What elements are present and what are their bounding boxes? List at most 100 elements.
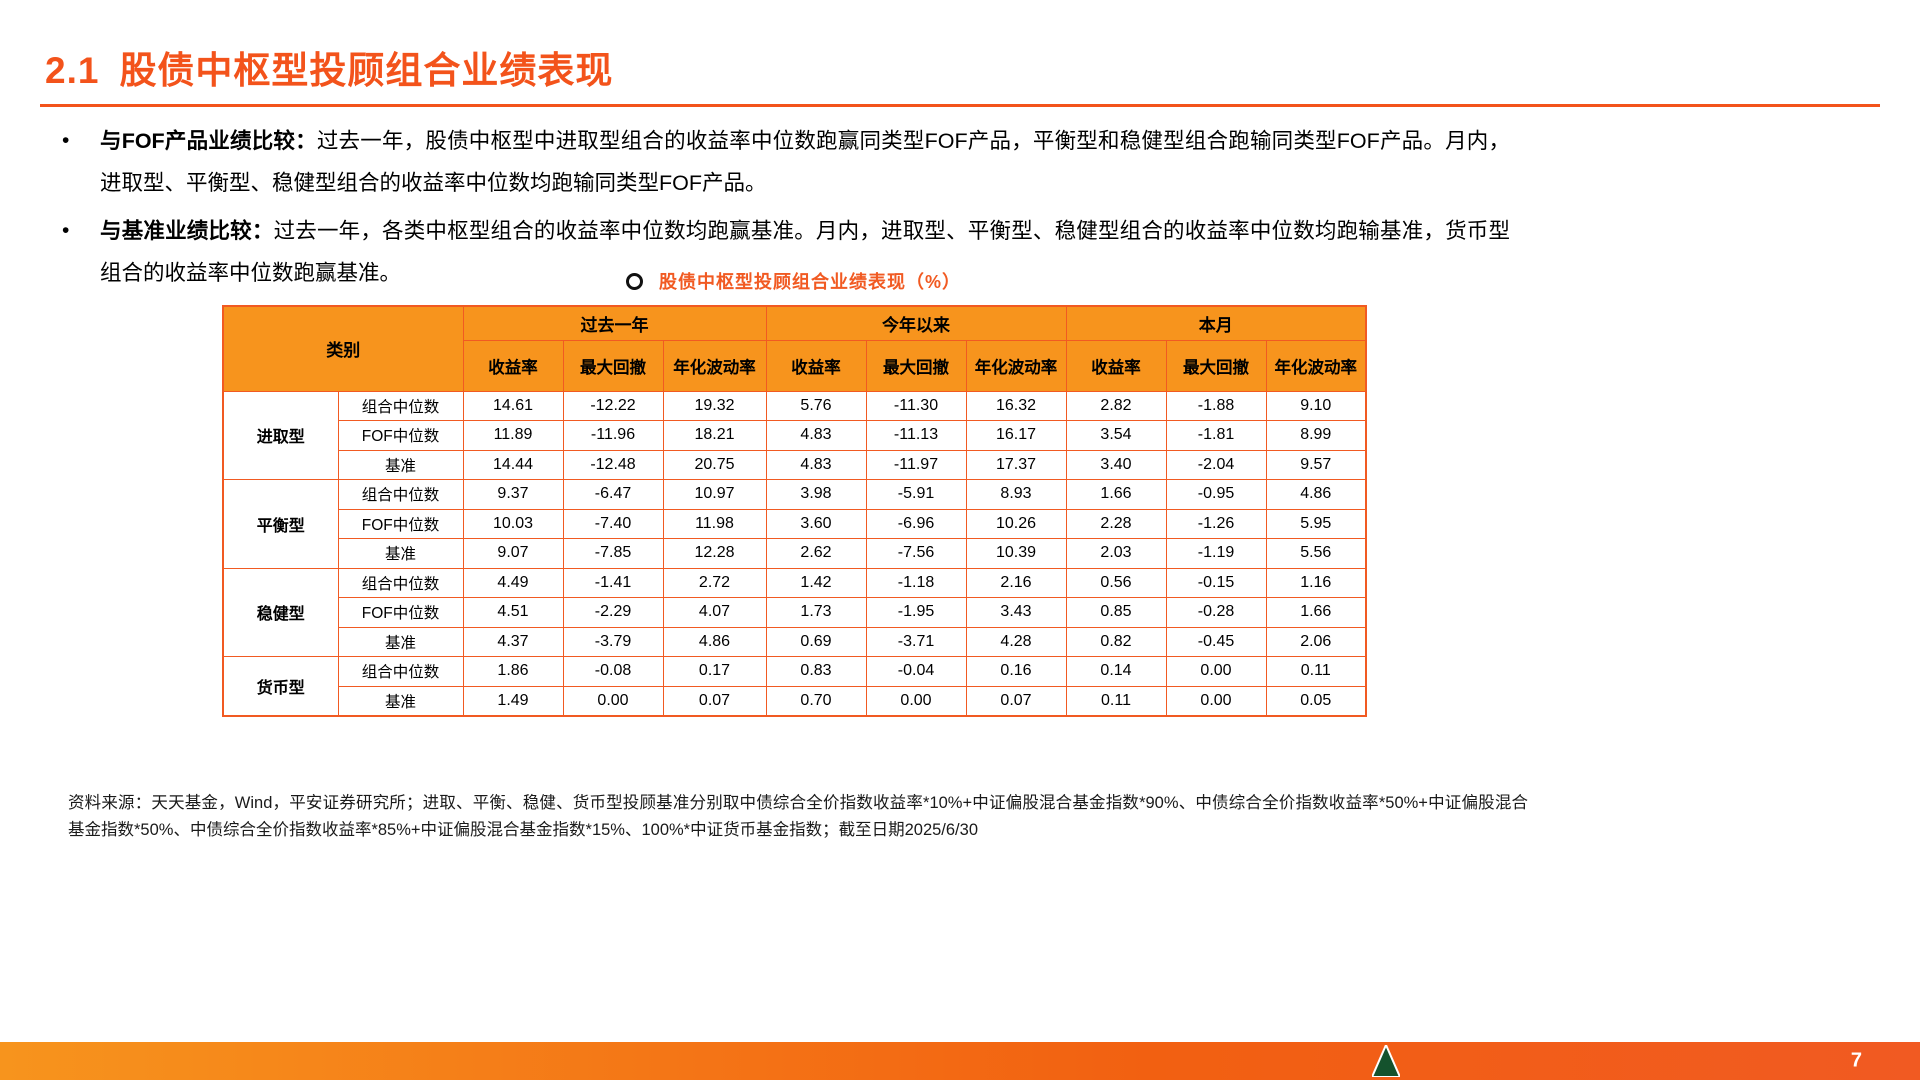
column-header-drawdown: 最大回撤 [562, 339, 664, 392]
table-header-row: 类别 过去一年 今年以来 本月 [222, 305, 1367, 392]
bullet-lead: 与基准业绩比较： [100, 219, 274, 243]
value-cell: 1.49 [462, 685, 564, 716]
value-cell: 10.39 [965, 538, 1067, 569]
value-cell: 4.83 [765, 420, 867, 451]
table-subheader-row: 收益率 最大回撤 年化波动率 收益率 最大回撤 年化波动率 收益率 最大回撤 年… [223, 339, 1367, 392]
bullet-icon: • [62, 219, 70, 242]
value-cell: -11.30 [865, 390, 967, 421]
value-cell: 0.56 [1065, 567, 1167, 598]
table-row: 货币型 组合中位数 1.86 -0.08 0.17 0.83 -0.04 0.16 0.14 0.… [222, 656, 1367, 716]
value-cell: 2.62 [765, 538, 867, 569]
value-cell: -12.22 [562, 390, 664, 421]
row-label-cell: FOF中位数 [337, 597, 464, 628]
value-cell: 10.97 [662, 479, 767, 510]
value-cell: 0.17 [662, 656, 767, 687]
value-cell: 4.86 [662, 626, 767, 657]
value-cell: -1.26 [1165, 508, 1267, 539]
column-header-return: 收益率 [1065, 339, 1167, 392]
value-cell: 0.11 [1065, 685, 1167, 716]
table-row: 基准 9.07 -7.85 12.28 2.62 -7.56 10.39 2.03 -1.19 5… [223, 538, 1367, 569]
value-cell: 8.99 [1265, 420, 1367, 451]
value-cell: 0.70 [765, 685, 867, 716]
table-row: 基准 4.37 -3.79 4.86 0.69 -3.71 4.28 0.82 -0.45 2.0… [223, 626, 1367, 657]
value-cell: 2.06 [1265, 626, 1367, 657]
column-group-ytd: 今年以来 [765, 305, 1067, 341]
value-cell: 0.07 [662, 685, 767, 716]
value-cell: 17.37 [965, 449, 1067, 480]
row-label-cell: FOF中位数 [337, 420, 464, 451]
value-cell: 0.14 [1065, 656, 1167, 687]
value-cell: 1.66 [1065, 479, 1167, 510]
value-cell: -11.13 [865, 420, 967, 451]
column-header-category: 类别 [222, 305, 464, 392]
row-label-cell: 基准 [337, 685, 464, 716]
row-label-cell: 组合中位数 [337, 567, 464, 598]
value-cell: 18.21 [662, 420, 767, 451]
value-cell: 1.16 [1265, 567, 1367, 598]
value-cell: -5.91 [865, 479, 967, 510]
value-cell: -1.41 [562, 567, 664, 598]
table-row: FOF中位数 4.51 -2.29 4.07 1.73 -1.95 3.43 0.85 -0.2… [223, 597, 1367, 628]
column-header-drawdown: 最大回撤 [1165, 339, 1267, 392]
value-cell: -1.18 [865, 567, 967, 598]
bullet-text: 过去一年，股债中枢型中进取型组合的收益率中位数跑赢同类型FOF产品，平衡型和稳健… [100, 129, 1510, 195]
value-cell: 0.05 [1265, 685, 1367, 716]
value-cell: 5.95 [1265, 508, 1367, 539]
page-title: 2.1 股债中枢型投顾组合业绩表现 [45, 40, 613, 94]
value-cell: -7.40 [562, 508, 664, 539]
bullet-item: • 与基准业绩比较：过去一年，各类中枢型组合的收益率中位数均跑赢基准。月内，进取型… [60, 210, 1510, 294]
row-label-cell: FOF中位数 [337, 508, 464, 539]
value-cell: 10.03 [462, 508, 564, 539]
value-cell: 2.16 [965, 567, 1067, 598]
value-cell: 3.43 [965, 597, 1067, 628]
column-header-return: 收益率 [462, 339, 564, 392]
value-cell: 4.07 [662, 597, 767, 628]
value-cell: -6.96 [865, 508, 967, 539]
value-cell: 5.56 [1265, 538, 1367, 569]
value-cell: 9.57 [1265, 449, 1367, 480]
value-cell: -0.15 [1165, 567, 1267, 598]
value-cell: 4.37 [462, 626, 564, 657]
value-cell: 0.00 [865, 685, 967, 716]
value-cell: 0.82 [1065, 626, 1167, 657]
value-cell: 16.32 [965, 390, 1067, 421]
row-label-cell: 基准 [337, 626, 464, 657]
value-cell: -6.47 [562, 479, 664, 510]
value-cell: 3.98 [765, 479, 867, 510]
table-row: 进取型 组合中位数 14.61 -12.22 19.32 5.76 -11.30 16.32 2… [222, 390, 1367, 480]
value-cell: -3.79 [562, 626, 664, 657]
value-cell: 1.86 [462, 656, 564, 687]
category-cell: 稳健型 [222, 567, 339, 657]
column-header-drawdown: 最大回撤 [865, 339, 967, 392]
source-note: 资料来源：天天基金，Wind，平安证券研究所；进取、平衡、稳健、货币型投顾基准分… [68, 794, 1528, 839]
value-cell: -0.45 [1165, 626, 1267, 657]
row-label-cell: 组合中位数 [337, 656, 464, 687]
bullet-item: • 与FOF产品业绩比较：过去一年，股债中枢型中进取型组合的收益率中位数跑赢同类型… [60, 120, 1510, 204]
section-number: 2.1 [45, 50, 100, 91]
value-cell: 2.28 [1065, 508, 1167, 539]
column-group-past-year: 过去一年 [462, 305, 767, 341]
value-cell: -1.19 [1165, 538, 1267, 569]
value-cell: -2.04 [1165, 449, 1267, 480]
value-cell: -2.29 [562, 597, 664, 628]
value-cell: -0.95 [1165, 479, 1267, 510]
value-cell: 8.93 [965, 479, 1067, 510]
column-header-return: 收益率 [765, 339, 867, 392]
value-cell: -0.04 [865, 656, 967, 687]
value-cell: 4.28 [965, 626, 1067, 657]
value-cell: -7.85 [562, 538, 664, 569]
row-label-cell: 组合中位数 [337, 479, 464, 510]
value-cell: 0.85 [1065, 597, 1167, 628]
value-cell: 9.10 [1265, 390, 1367, 421]
category-cell: 平衡型 [222, 479, 339, 569]
value-cell: 0.16 [965, 656, 1067, 687]
table-area: 股债中枢型投顾组合业绩表现（%） 类别 过去一年 今年以来 本月 收益率 最大回… [222, 268, 1368, 717]
table-row: 平衡型 组合中位数 9.37 -6.47 10.97 3.98 -5.91 8.93 1.66-… [222, 479, 1367, 569]
value-cell: -1.88 [1165, 390, 1267, 421]
value-cell: -11.96 [562, 420, 664, 451]
slide-header: 2.1 股债中枢型投顾组合业绩表现 [45, 40, 613, 94]
row-label-cell: 基准 [337, 449, 464, 480]
table-header: 类别 过去一年 今年以来 本月 收益率 最大回撤 年化波动率 收益率 最大回撤 … [222, 305, 1367, 392]
value-cell: 4.83 [765, 449, 867, 480]
value-cell: 5.76 [765, 390, 867, 421]
